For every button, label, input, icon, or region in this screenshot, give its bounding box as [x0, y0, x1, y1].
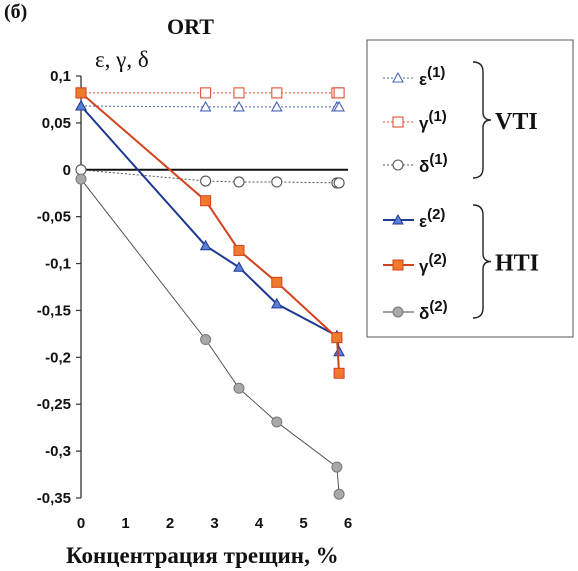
data-point	[333, 367, 345, 379]
data-point	[75, 164, 87, 176]
legend: ε(1) γ(1) δ(1) ε(2) γ(2) δ(2) VTI HTI	[366, 39, 574, 338]
legend-label: δ(2)	[419, 298, 448, 323]
data-point	[200, 334, 212, 346]
legend-marker	[392, 306, 404, 318]
legend-entry: ε(2)	[383, 206, 445, 231]
y-tick-label: 0,1	[50, 68, 71, 85]
panel-label: (б)	[4, 1, 27, 23]
data-point	[271, 416, 283, 428]
legend-label: γ(2)	[419, 251, 447, 276]
series-1	[75, 87, 345, 99]
group-label: HTI	[495, 251, 539, 277]
legend-group-hti: HTI	[472, 204, 539, 319]
legend-entry: γ(1)	[383, 108, 447, 133]
x-tick-label: 4	[255, 515, 264, 532]
series-3	[75, 99, 345, 357]
y-tick-label: -0,15	[37, 302, 71, 319]
legend-box	[366, 39, 574, 338]
legend-marker	[392, 213, 404, 225]
y-tick-label: 0	[63, 162, 71, 179]
data-point	[233, 261, 245, 272]
legend-label: ε(1)	[419, 64, 445, 89]
data-point	[75, 87, 87, 99]
legend-entry: δ(1)	[383, 151, 448, 176]
y-tick-label: -0,35	[37, 490, 71, 507]
data-point	[271, 276, 283, 288]
data-point	[333, 87, 345, 99]
y-tick-label: -0,2	[45, 349, 71, 366]
data-point	[271, 87, 283, 99]
legend-entry: ε(1)	[383, 64, 445, 89]
group-brace	[472, 61, 492, 179]
legend-entry: γ(2)	[383, 251, 447, 276]
data-point	[333, 345, 345, 357]
data-point	[233, 100, 245, 112]
legend-label: ε(2)	[419, 206, 445, 231]
y-tick-label: -0,1	[45, 256, 71, 273]
labels: (б) ORT ε, γ, δ Концентрация трещин, %	[4, 1, 339, 568]
legend-marker	[392, 259, 404, 271]
x-tick-label: 1	[121, 515, 129, 532]
group-label: VTI	[495, 109, 538, 135]
series-line	[80, 105, 340, 108]
x-axis-label: Концентрация трещин, %	[66, 543, 339, 568]
data-point	[333, 100, 346, 112]
y-tick-label: 0,05	[42, 115, 71, 132]
data-point	[75, 173, 87, 185]
data-point	[270, 100, 283, 112]
data-point	[75, 99, 87, 111]
group-brace	[472, 204, 492, 319]
x-tick-label: 5	[299, 515, 307, 532]
series-0	[75, 99, 346, 112]
legend-marker	[392, 159, 404, 171]
x-tick-label: 3	[210, 515, 218, 532]
y-tick-label: -0,3	[45, 443, 71, 460]
x-tick-label: 0	[77, 515, 85, 532]
data-point	[233, 176, 245, 188]
data-point	[270, 297, 283, 309]
data-point	[233, 244, 245, 256]
legend-entry: δ(2)	[383, 298, 448, 323]
data-point	[233, 382, 245, 394]
data-point	[331, 332, 343, 344]
chart-title: ORT	[167, 14, 214, 39]
y-axis-label: ε, γ, δ	[95, 47, 149, 72]
legend-label: δ(1)	[419, 151, 448, 176]
y-tick-label: -0,25	[37, 396, 71, 413]
data-point	[200, 195, 212, 207]
data-point	[200, 175, 212, 187]
series-2	[75, 164, 345, 189]
data-point	[199, 239, 212, 251]
data-point	[271, 176, 283, 188]
y-tick-label: -0,05	[37, 209, 71, 226]
data-point	[333, 488, 345, 500]
legend-marker	[392, 71, 404, 83]
legend-label: γ(1)	[419, 108, 447, 133]
data-point	[331, 461, 343, 473]
legend-group-vti: VTI	[472, 61, 538, 179]
data-point	[333, 177, 345, 189]
axes: 0,1 0,05 0 -0,05 -0,1 -0,15 -0,2 -0,25 -0,3 -0,35…	[37, 68, 352, 532]
data-point	[199, 100, 212, 112]
data-point	[200, 87, 212, 99]
series-line	[80, 92, 341, 374]
series-5	[75, 173, 345, 500]
series-4	[75, 87, 345, 379]
x-tick-label: 6	[344, 515, 352, 532]
data-point	[233, 87, 245, 99]
legend-marker	[392, 116, 404, 128]
series-layer	[75, 87, 346, 500]
x-tick-label: 2	[166, 515, 174, 532]
